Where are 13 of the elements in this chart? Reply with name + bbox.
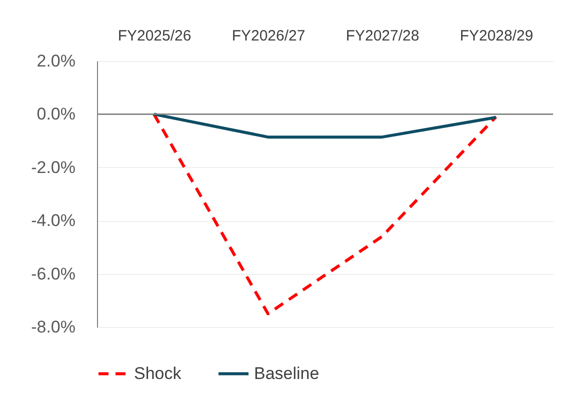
y-tick-label: 2.0% (36, 52, 76, 70)
legend-label: Baseline (254, 364, 320, 383)
legend-label: Shock (134, 364, 182, 383)
x-tick-label: FY2028/29 (460, 28, 534, 44)
y-tick-label: -2.0% (31, 158, 76, 177)
y-tick-label: 0.0% (36, 104, 76, 124)
y-tick-label: -8.0% (31, 318, 76, 336)
y-tick-label: -4.0% (31, 211, 76, 230)
x-tick-label: FY2027/28 (346, 28, 420, 44)
x-tick-label: FY2025/26 (118, 28, 192, 44)
x-tick-label: FY2026/27 (232, 28, 306, 44)
line-series (152, 112, 498, 316)
y-tick-label: -6.0% (31, 264, 76, 284)
